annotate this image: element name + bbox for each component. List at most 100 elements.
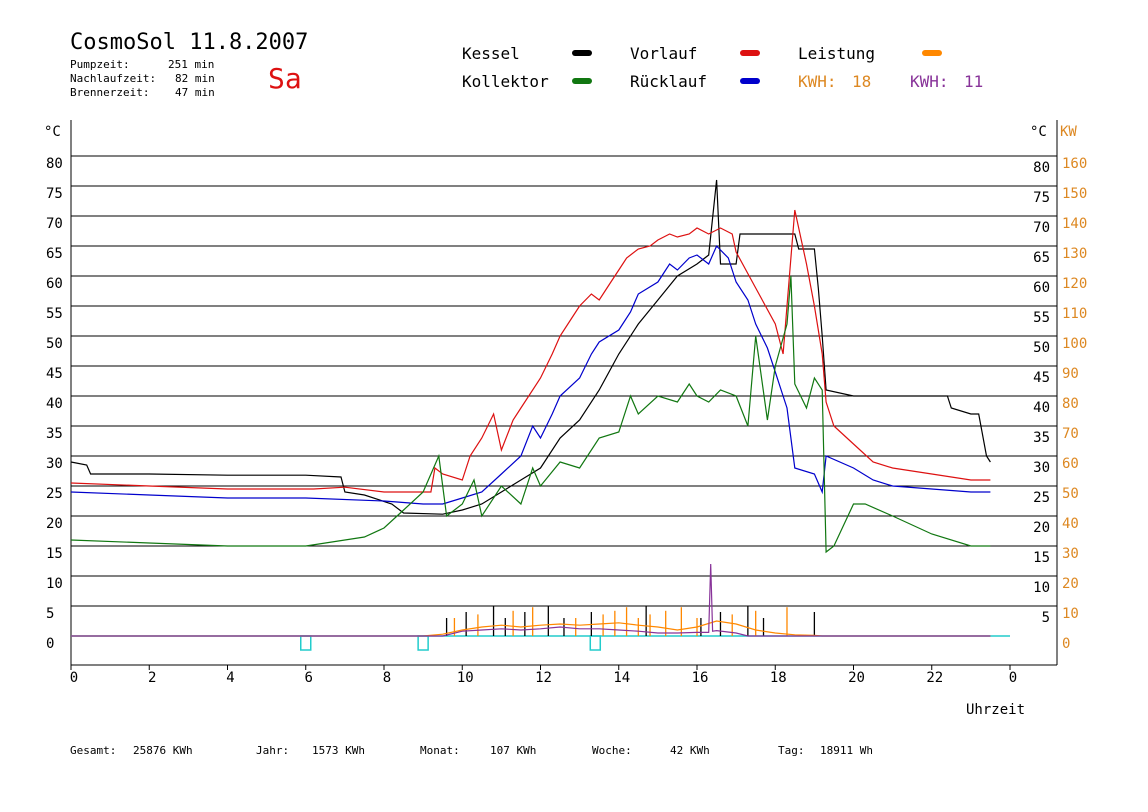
y-tick-right-c-10: 10 [1033, 580, 1050, 596]
y-tick-right-c-40: 40 [1033, 400, 1050, 416]
x-tick-3: 6 [305, 670, 313, 686]
x-tick-8: 16 [692, 670, 709, 686]
y-axis-label-left: °C [44, 124, 61, 140]
y-tick-right-kw-90: 90 [1062, 366, 1079, 382]
pump-marker-1 [417, 635, 429, 651]
legend-kwh-solar-value: 18 [852, 72, 872, 91]
y-axis-label-right-kw: KW [1060, 124, 1077, 140]
legend-leistung-swatch [922, 50, 942, 56]
y-tick-right-c-35: 35 [1033, 430, 1050, 446]
stat-brennerzeit-label: Brennerzeit: [70, 86, 150, 99]
y-tick-left-55: 55 [46, 306, 63, 322]
y-tick-right-kw-10: 10 [1062, 606, 1079, 622]
footer-tag-value: 18911 Wh [820, 744, 873, 757]
series-line-leistung [71, 620, 991, 637]
legend-vorlauf-label: Vorlauf [630, 44, 698, 63]
y-tick-left-10: 10 [46, 576, 63, 592]
pump-marker-2 [589, 635, 602, 651]
y-tick-right-kw-110: 110 [1062, 306, 1087, 322]
y-tick-right-kw-40: 40 [1062, 516, 1079, 532]
y-tick-right-kw-60: 60 [1062, 456, 1079, 472]
x-tick-2: 4 [226, 670, 234, 686]
y-tick-right-kw-150: 150 [1062, 186, 1087, 202]
x-tick-0: 0 [70, 670, 78, 686]
x-axis-label: Uhrzeit [966, 702, 1025, 718]
y-tick-left-80: 80 [46, 156, 63, 172]
x-tick-7: 14 [613, 670, 630, 686]
legend-kollektor-label: Kollektor [462, 72, 549, 91]
footer-woche-value: 42 KWh [670, 744, 710, 757]
legend-kessel-swatch [572, 50, 592, 56]
y-tick-right-kw-80: 80 [1062, 396, 1079, 412]
y-tick-right-kw-30: 30 [1062, 546, 1079, 562]
legend-vorlauf-swatch [740, 50, 760, 56]
footer-gesamt-value: 25876 KWh [133, 744, 193, 757]
y-tick-left-5: 5 [46, 606, 54, 622]
footer-monat-label: Monat: [420, 744, 460, 757]
y-tick-right-c-60: 60 [1033, 280, 1050, 296]
series-line-kessel [70, 179, 991, 515]
x-tick-12: 0 [1009, 670, 1017, 686]
x-tick-11: 22 [926, 670, 943, 686]
x-tick-5: 10 [457, 670, 474, 686]
legend-ruecklauf-label: Rücklauf [630, 72, 708, 91]
y-tick-left-25: 25 [46, 486, 63, 502]
series-line-kollektor [70, 275, 991, 554]
y-tick-right-kw-130: 130 [1062, 246, 1087, 262]
footer-tag-label: Tag: [778, 744, 805, 757]
y-tick-left-20: 20 [46, 516, 63, 532]
legend-ruecklauf-swatch [740, 78, 760, 84]
y-tick-left-65: 65 [46, 246, 63, 262]
y-tick-left-35: 35 [46, 426, 63, 442]
y-tick-left-75: 75 [46, 186, 63, 202]
stat-nachlaufzeit-value: 82 min [175, 72, 215, 85]
y-tick-right-kw-100: 100 [1062, 336, 1087, 352]
x-tick-1: 2 [148, 670, 156, 686]
stat-brennerzeit-value: 47 min [175, 86, 215, 99]
x-tick-6: 12 [535, 670, 552, 686]
y-tick-right-kw-20: 20 [1062, 576, 1079, 592]
y-tick-right-kw-50: 50 [1062, 486, 1079, 502]
y-tick-right-c-30: 30 [1033, 460, 1050, 476]
legend-kwh-kollektor-value: 11 [964, 72, 984, 91]
y-tick-left-0: 0 [46, 636, 54, 652]
y-tick-right-kw-120: 120 [1062, 276, 1087, 292]
y-tick-right-kw-140: 140 [1062, 216, 1087, 232]
pump-marker-0 [300, 635, 312, 651]
stat-pumpzeit-value: 251 min [168, 58, 215, 71]
y-tick-left-30: 30 [46, 456, 63, 472]
footer-gesamt-label: Gesamt: [70, 744, 117, 757]
y-tick-left-40: 40 [46, 396, 63, 412]
y-tick-right-c-50: 50 [1033, 340, 1050, 356]
legend-kwh-solar-label: KWH: [798, 72, 837, 91]
y-tick-right-c-15: 15 [1033, 550, 1050, 566]
series-line-kollektor-leistung [71, 563, 991, 637]
series-line-r-cklauf [70, 244, 991, 505]
y-tick-right-c-5: 5 [1042, 610, 1050, 626]
y-tick-right-c-75: 75 [1033, 190, 1050, 206]
y-tick-left-45: 45 [46, 366, 63, 382]
y-tick-right-c-70: 70 [1033, 220, 1050, 236]
footer-monat-value: 107 KWh [490, 744, 537, 757]
chart-title: CosmoSol 11.8.2007 [70, 30, 309, 55]
x-tick-9: 18 [770, 670, 787, 686]
legend-kessel-label: Kessel [462, 44, 520, 63]
y-tick-right-c-55: 55 [1033, 310, 1050, 326]
legend-kwh-kollektor-label: KWH: [910, 72, 949, 91]
x-tick-4: 8 [383, 670, 391, 686]
y-tick-right-c-25: 25 [1033, 490, 1050, 506]
y-tick-right-c-45: 45 [1033, 370, 1050, 386]
legend-kollektor-swatch [572, 78, 592, 84]
stat-nachlaufzeit-label: Nachlaufzeit: [70, 72, 157, 85]
y-tick-right-kw-0: 0 [1062, 636, 1070, 652]
y-tick-right-kw-70: 70 [1062, 426, 1079, 442]
y-tick-left-15: 15 [46, 546, 63, 562]
weekday-label: Sa [268, 62, 302, 95]
y-tick-right-c-65: 65 [1033, 250, 1050, 266]
y-tick-right-c-80: 80 [1033, 160, 1050, 176]
y-tick-right-kw-160: 160 [1062, 156, 1087, 172]
y-axis-label-right-c: °C [1030, 124, 1047, 140]
x-tick-10: 20 [848, 670, 865, 686]
y-tick-left-60: 60 [46, 276, 63, 292]
